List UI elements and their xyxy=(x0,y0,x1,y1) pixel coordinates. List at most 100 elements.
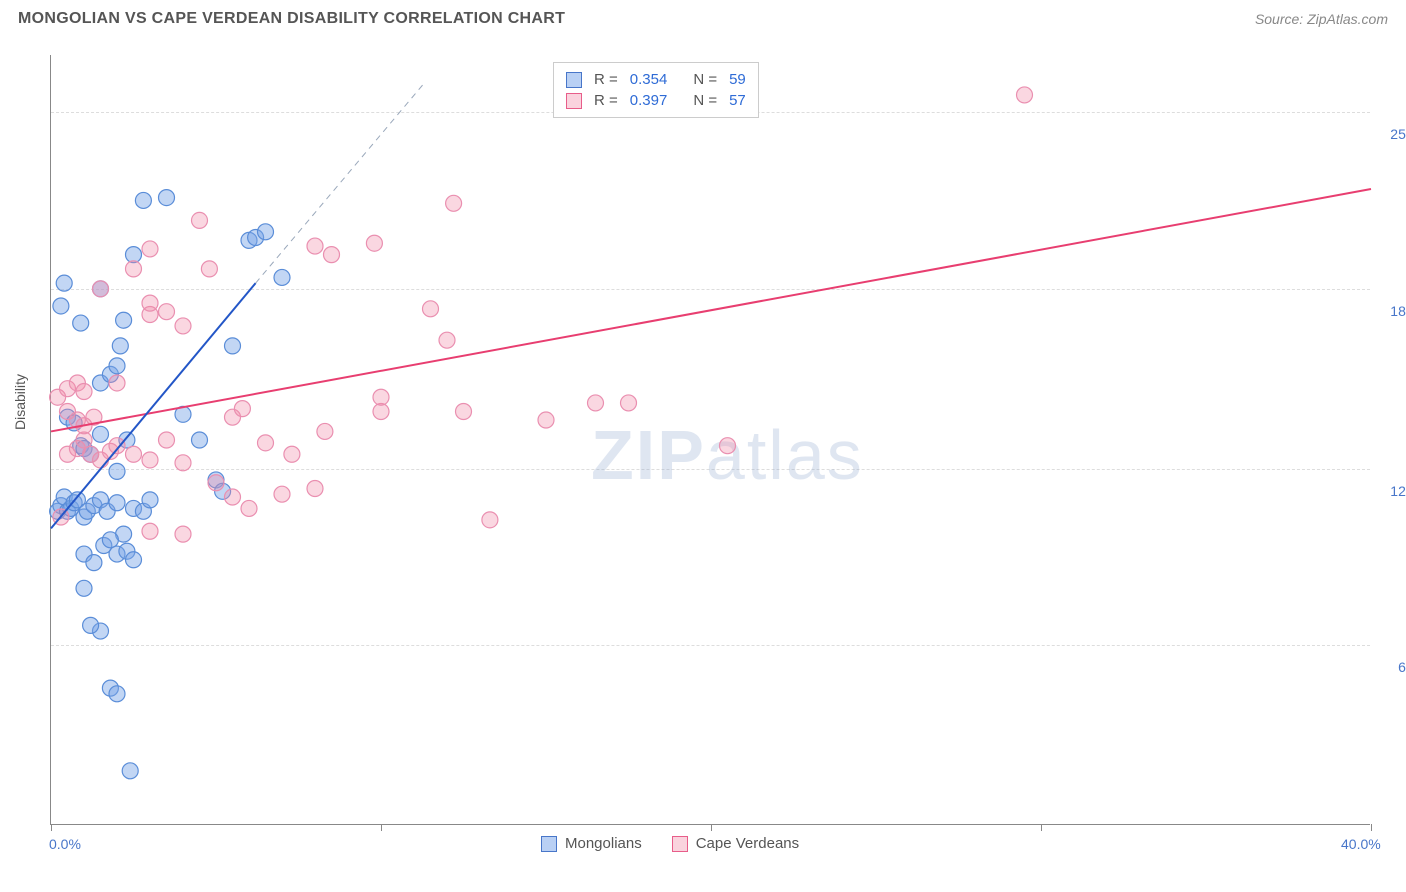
swatch-blue-icon xyxy=(541,836,557,852)
scatter-point xyxy=(373,403,389,419)
n-label: N = xyxy=(693,71,717,88)
scatter-point xyxy=(324,247,340,263)
x-tick xyxy=(381,824,382,831)
scatter-point xyxy=(76,580,92,596)
scatter-point xyxy=(142,452,158,468)
scatter-point xyxy=(83,617,99,633)
y-axis-title: Disability xyxy=(12,374,28,430)
scatter-point xyxy=(307,238,323,254)
scatter-point xyxy=(423,301,439,317)
scatter-point xyxy=(1017,87,1033,103)
scatter-point xyxy=(439,332,455,348)
scatter-point xyxy=(159,304,175,320)
scatter-point xyxy=(142,295,158,311)
scatter-point xyxy=(112,338,128,354)
scatter-point xyxy=(446,195,462,211)
swatch-pink-icon xyxy=(566,93,582,109)
r-value-mongolians: 0.354 xyxy=(630,71,668,88)
scatter-point xyxy=(56,275,72,291)
scatter-point xyxy=(93,426,109,442)
series-legend: Mongolians Cape Verdeans xyxy=(541,835,799,852)
x-tick xyxy=(1041,824,1042,831)
scatter-point xyxy=(588,395,604,411)
legend-item-capeverdeans: Cape Verdeans xyxy=(672,835,799,852)
x-tick xyxy=(51,824,52,831)
scatter-point xyxy=(208,475,224,491)
scatter-point xyxy=(109,463,125,479)
y-tick-label: 18.8% xyxy=(1380,303,1406,319)
legend-label-mongolians: Mongolians xyxy=(565,835,642,852)
scatter-point xyxy=(142,241,158,257)
scatter-point xyxy=(456,403,472,419)
swatch-pink-icon xyxy=(672,836,688,852)
scatter-point xyxy=(142,492,158,508)
scatter-point xyxy=(258,224,274,240)
scatter-point xyxy=(53,298,69,314)
y-tick-label: 12.5% xyxy=(1380,483,1406,499)
scatter-point xyxy=(102,532,118,548)
chart-container: MONGOLIAN VS CAPE VERDEAN DISABILITY COR… xyxy=(0,0,1406,892)
scatter-point xyxy=(76,432,92,448)
scatter-point xyxy=(482,512,498,528)
n-value-mongolians: 59 xyxy=(729,71,746,88)
r-label: R = xyxy=(594,71,618,88)
scatter-point xyxy=(122,763,138,779)
scatter-point xyxy=(93,281,109,297)
n-value-capeverdeans: 57 xyxy=(729,92,746,109)
x-tick xyxy=(711,824,712,831)
scatter-point xyxy=(538,412,554,428)
scatter-point xyxy=(175,318,191,334)
y-tick-label: 25.0% xyxy=(1380,126,1406,142)
y-tick-label: 6.3% xyxy=(1380,659,1406,675)
scatter-point xyxy=(621,395,637,411)
scatter-point xyxy=(284,446,300,462)
scatter-point xyxy=(76,384,92,400)
scatter-point xyxy=(109,686,125,702)
plot-area: R = 0.354 N = 59 R = 0.397 N = 57 ZIPatl… xyxy=(50,55,1370,825)
source-attribution: Source: ZipAtlas.com xyxy=(1255,11,1388,27)
x-tick-label: 0.0% xyxy=(49,836,81,852)
scatter-point xyxy=(366,235,382,251)
scatter-point xyxy=(159,432,175,448)
scatter-point xyxy=(116,312,132,328)
scatter-point xyxy=(225,489,241,505)
header: MONGOLIAN VS CAPE VERDEAN DISABILITY COR… xyxy=(0,0,1406,36)
scatter-point xyxy=(192,432,208,448)
scatter-point xyxy=(126,261,142,277)
scatter-point xyxy=(175,455,191,471)
n-label: N = xyxy=(693,92,717,109)
scatter-point xyxy=(73,315,89,331)
x-tick xyxy=(1371,824,1372,831)
scatter-point xyxy=(126,446,142,462)
scatter-point xyxy=(126,552,142,568)
scatter-point xyxy=(234,401,250,417)
scatter-point xyxy=(135,192,151,208)
scatter-point xyxy=(86,555,102,571)
scatter-point xyxy=(159,190,175,206)
scatter-point xyxy=(274,269,290,285)
legend-item-mongolians: Mongolians xyxy=(541,835,642,852)
scatter-point xyxy=(142,523,158,539)
regression-line-capeverdeans xyxy=(51,189,1371,431)
scatter-point xyxy=(201,261,217,277)
legend-label-capeverdeans: Cape Verdeans xyxy=(696,835,799,852)
legend-row-mongolians: R = 0.354 N = 59 xyxy=(566,69,746,90)
scatter-point xyxy=(241,500,257,516)
scatter-point xyxy=(258,435,274,451)
scatter-point xyxy=(109,375,125,391)
scatter-point xyxy=(720,438,736,454)
scatter-point xyxy=(373,389,389,405)
scatter-point xyxy=(274,486,290,502)
r-value-capeverdeans: 0.397 xyxy=(630,92,668,109)
scatter-point xyxy=(126,247,142,263)
legend-row-capeverdeans: R = 0.397 N = 57 xyxy=(566,90,746,111)
scatter-point xyxy=(109,495,125,511)
scatter-point xyxy=(192,212,208,228)
scatter-point xyxy=(109,358,125,374)
correlation-legend: R = 0.354 N = 59 R = 0.397 N = 57 xyxy=(553,62,759,118)
scatter-point xyxy=(317,423,333,439)
scatter-point xyxy=(225,338,241,354)
scatter-point xyxy=(109,438,125,454)
scatter-svg xyxy=(51,55,1370,824)
scatter-point xyxy=(307,480,323,496)
